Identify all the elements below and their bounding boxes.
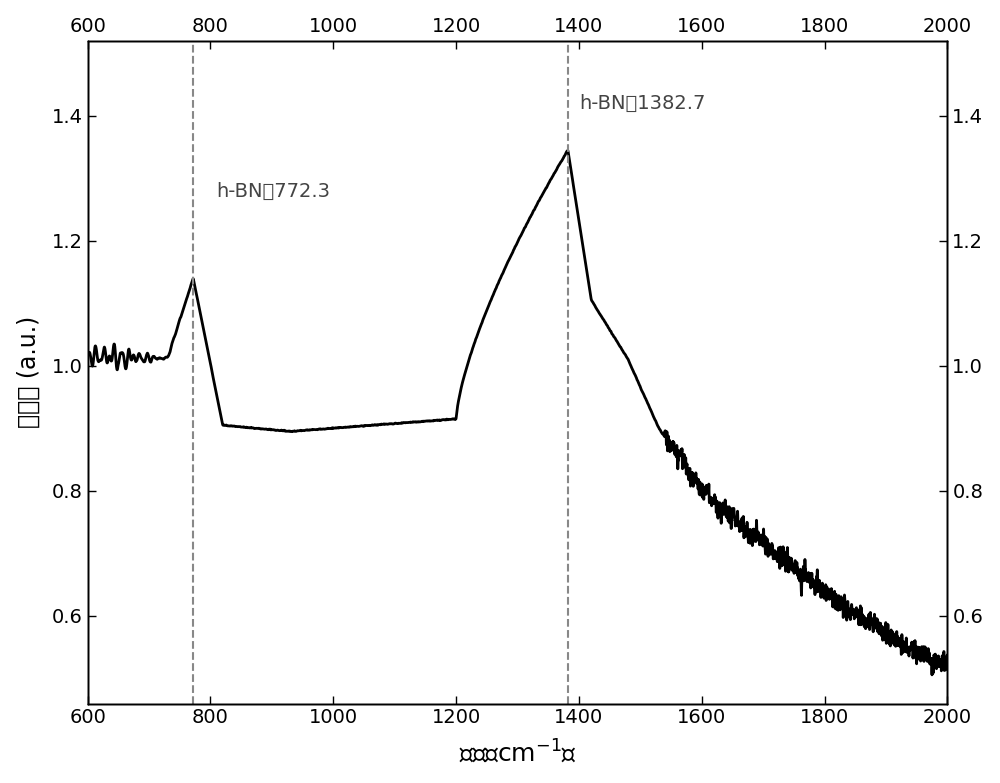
Text: h-BN：1382.7: h-BN：1382.7 bbox=[579, 94, 705, 114]
Y-axis label: 反射率 (a.u.): 反射率 (a.u.) bbox=[17, 316, 41, 428]
Text: h-BN：772.3: h-BN：772.3 bbox=[217, 182, 331, 201]
X-axis label: 波长（cm$^{-1}$）: 波长（cm$^{-1}$） bbox=[459, 738, 577, 767]
